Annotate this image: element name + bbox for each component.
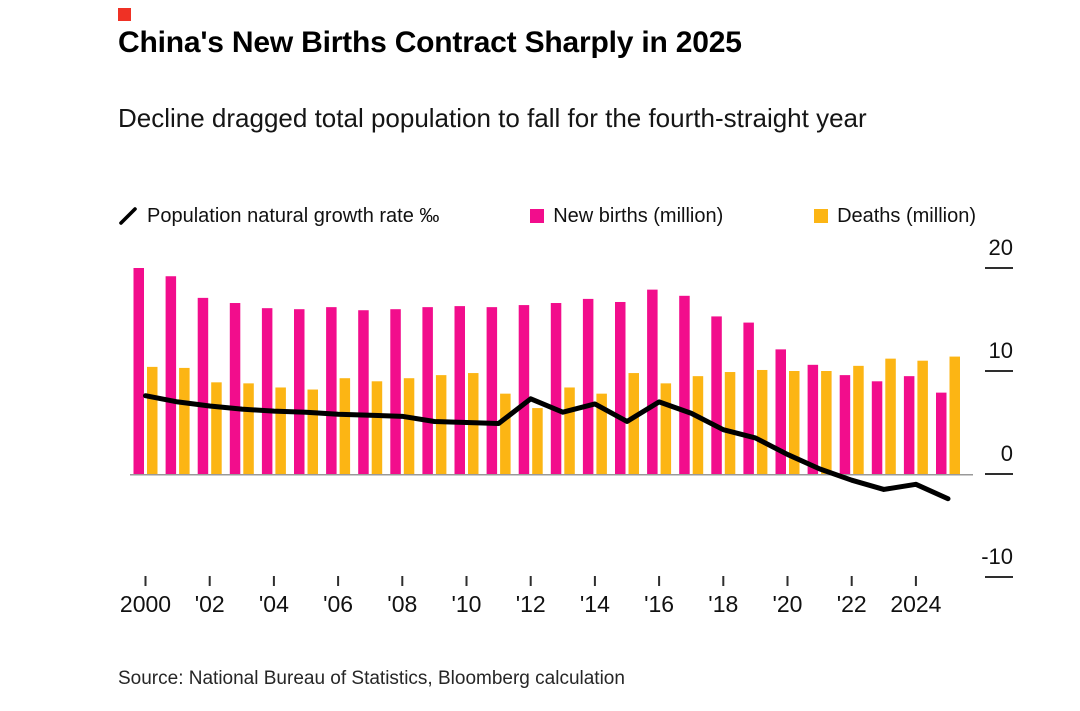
births-bar-2009 [422,307,433,474]
growth-rate-line [143,393,951,502]
deaths-bar-2012 [532,408,543,474]
deaths-bar-2011 [500,393,511,474]
deaths-bar-2017 [692,376,704,474]
x-axis-label-2016: '16 [644,591,674,617]
births-bar-2025 [936,392,947,474]
deaths-bar-2016 [660,383,672,474]
deaths-bar-2005 [307,389,318,474]
births-bar-2023 [871,381,883,474]
legend-label-new-births: New births (million) [553,204,724,227]
x-axis-label-2008: '08 [387,591,417,617]
births-bar-2014 [582,298,594,474]
deaths-bar-2002 [211,382,222,474]
births-bar-2003 [229,303,241,474]
x-axis-label-2014: '14 [580,591,610,617]
births-bar-2016 [647,289,658,474]
x-axis-label-2018: '18 [708,591,738,617]
births-bar-2019 [743,322,754,474]
growth-line-icon [119,207,137,225]
deaths-bar-2023 [885,358,896,474]
births-bar-2015 [615,301,626,474]
births-bar-2010 [454,306,465,474]
births-bar-2006 [326,307,337,474]
chart-subtitle: Decline dragged total population to fall… [118,103,867,133]
deaths-bar-2015 [628,373,639,474]
x-axis-label-2004: '04 [259,591,289,617]
legend-label-growth-rate: Population natural growth rate ‰ [147,204,440,227]
births-bar-2005 [294,309,305,474]
deaths-bar-2022 [853,365,864,474]
legend-item-new-births: New births (million) [530,205,723,228]
deaths-bar-2014 [596,393,607,474]
deaths-bar-2001 [179,367,190,474]
x-axis-label-2010: '10 [452,591,482,617]
deaths-bar-2009 [435,375,447,474]
deaths-bar-2025 [949,356,960,474]
legend-item-deaths: Deaths (million) [814,205,976,228]
births-bar-2007 [358,310,369,474]
births-bar-2000 [133,268,144,474]
legend-item-growth-rate: Population natural growth rate ‰ [118,205,439,228]
births-bar-2001 [165,276,177,474]
deaths-bar-2006 [339,378,351,474]
red-square-mark [118,8,131,21]
source-note: Source: National Bureau of Statistics, B… [118,668,625,689]
y-axis-label-20: 20 [989,235,1013,260]
births-bar-2008 [390,309,401,474]
births-bar-2012 [518,305,530,474]
deaths-bar-2008 [403,378,415,474]
x-axis-label-2024: 2024 [890,591,941,617]
births-bar-2024 [903,376,915,474]
deaths-bar-2007 [371,381,383,474]
births-bar-2018 [711,316,722,474]
deaths-bar-2020 [789,371,800,474]
deaths-bar-2000 [147,366,158,474]
births-bar-2021 [807,364,819,474]
deaths-bar-2018 [724,372,736,474]
births-bar-2002 [197,297,209,474]
legend: Population natural growth rate ‰ New bir… [118,200,976,232]
x-axis-label-2020: '20 [773,591,803,617]
births-bar-2011 [486,307,498,474]
births-bar-2013 [550,303,562,474]
chart-title: China's New Births Contract Sharply in 2… [118,26,742,59]
y-axis-label-10: 10 [989,338,1013,363]
y-axis-label--10: -10 [981,544,1013,569]
x-axis-label-2002: '02 [195,591,225,617]
x-axis-label-2022: '22 [837,591,867,617]
deaths-bar-2003 [243,383,254,474]
deaths-swatch-icon [814,209,829,223]
deaths-bar-2019 [756,369,768,474]
x-axis-label-2006: '06 [323,591,353,617]
x-axis-label-2012: '12 [516,591,546,617]
legend-label-deaths: Deaths (million) [837,204,976,227]
births-bar-2004 [261,308,273,474]
births-swatch-icon [530,209,545,223]
deaths-bar-2013 [564,387,575,474]
births-bar-2017 [679,295,690,474]
deaths-bar-2004 [275,387,286,474]
y-axis-label-0: 0 [1001,441,1013,466]
deaths-bar-2024 [917,360,928,474]
deaths-bar-2021 [821,371,832,474]
births-bar-2020 [775,349,786,474]
births-bar-2022 [839,375,851,474]
x-axis-label-2000: 2000 [120,591,171,617]
